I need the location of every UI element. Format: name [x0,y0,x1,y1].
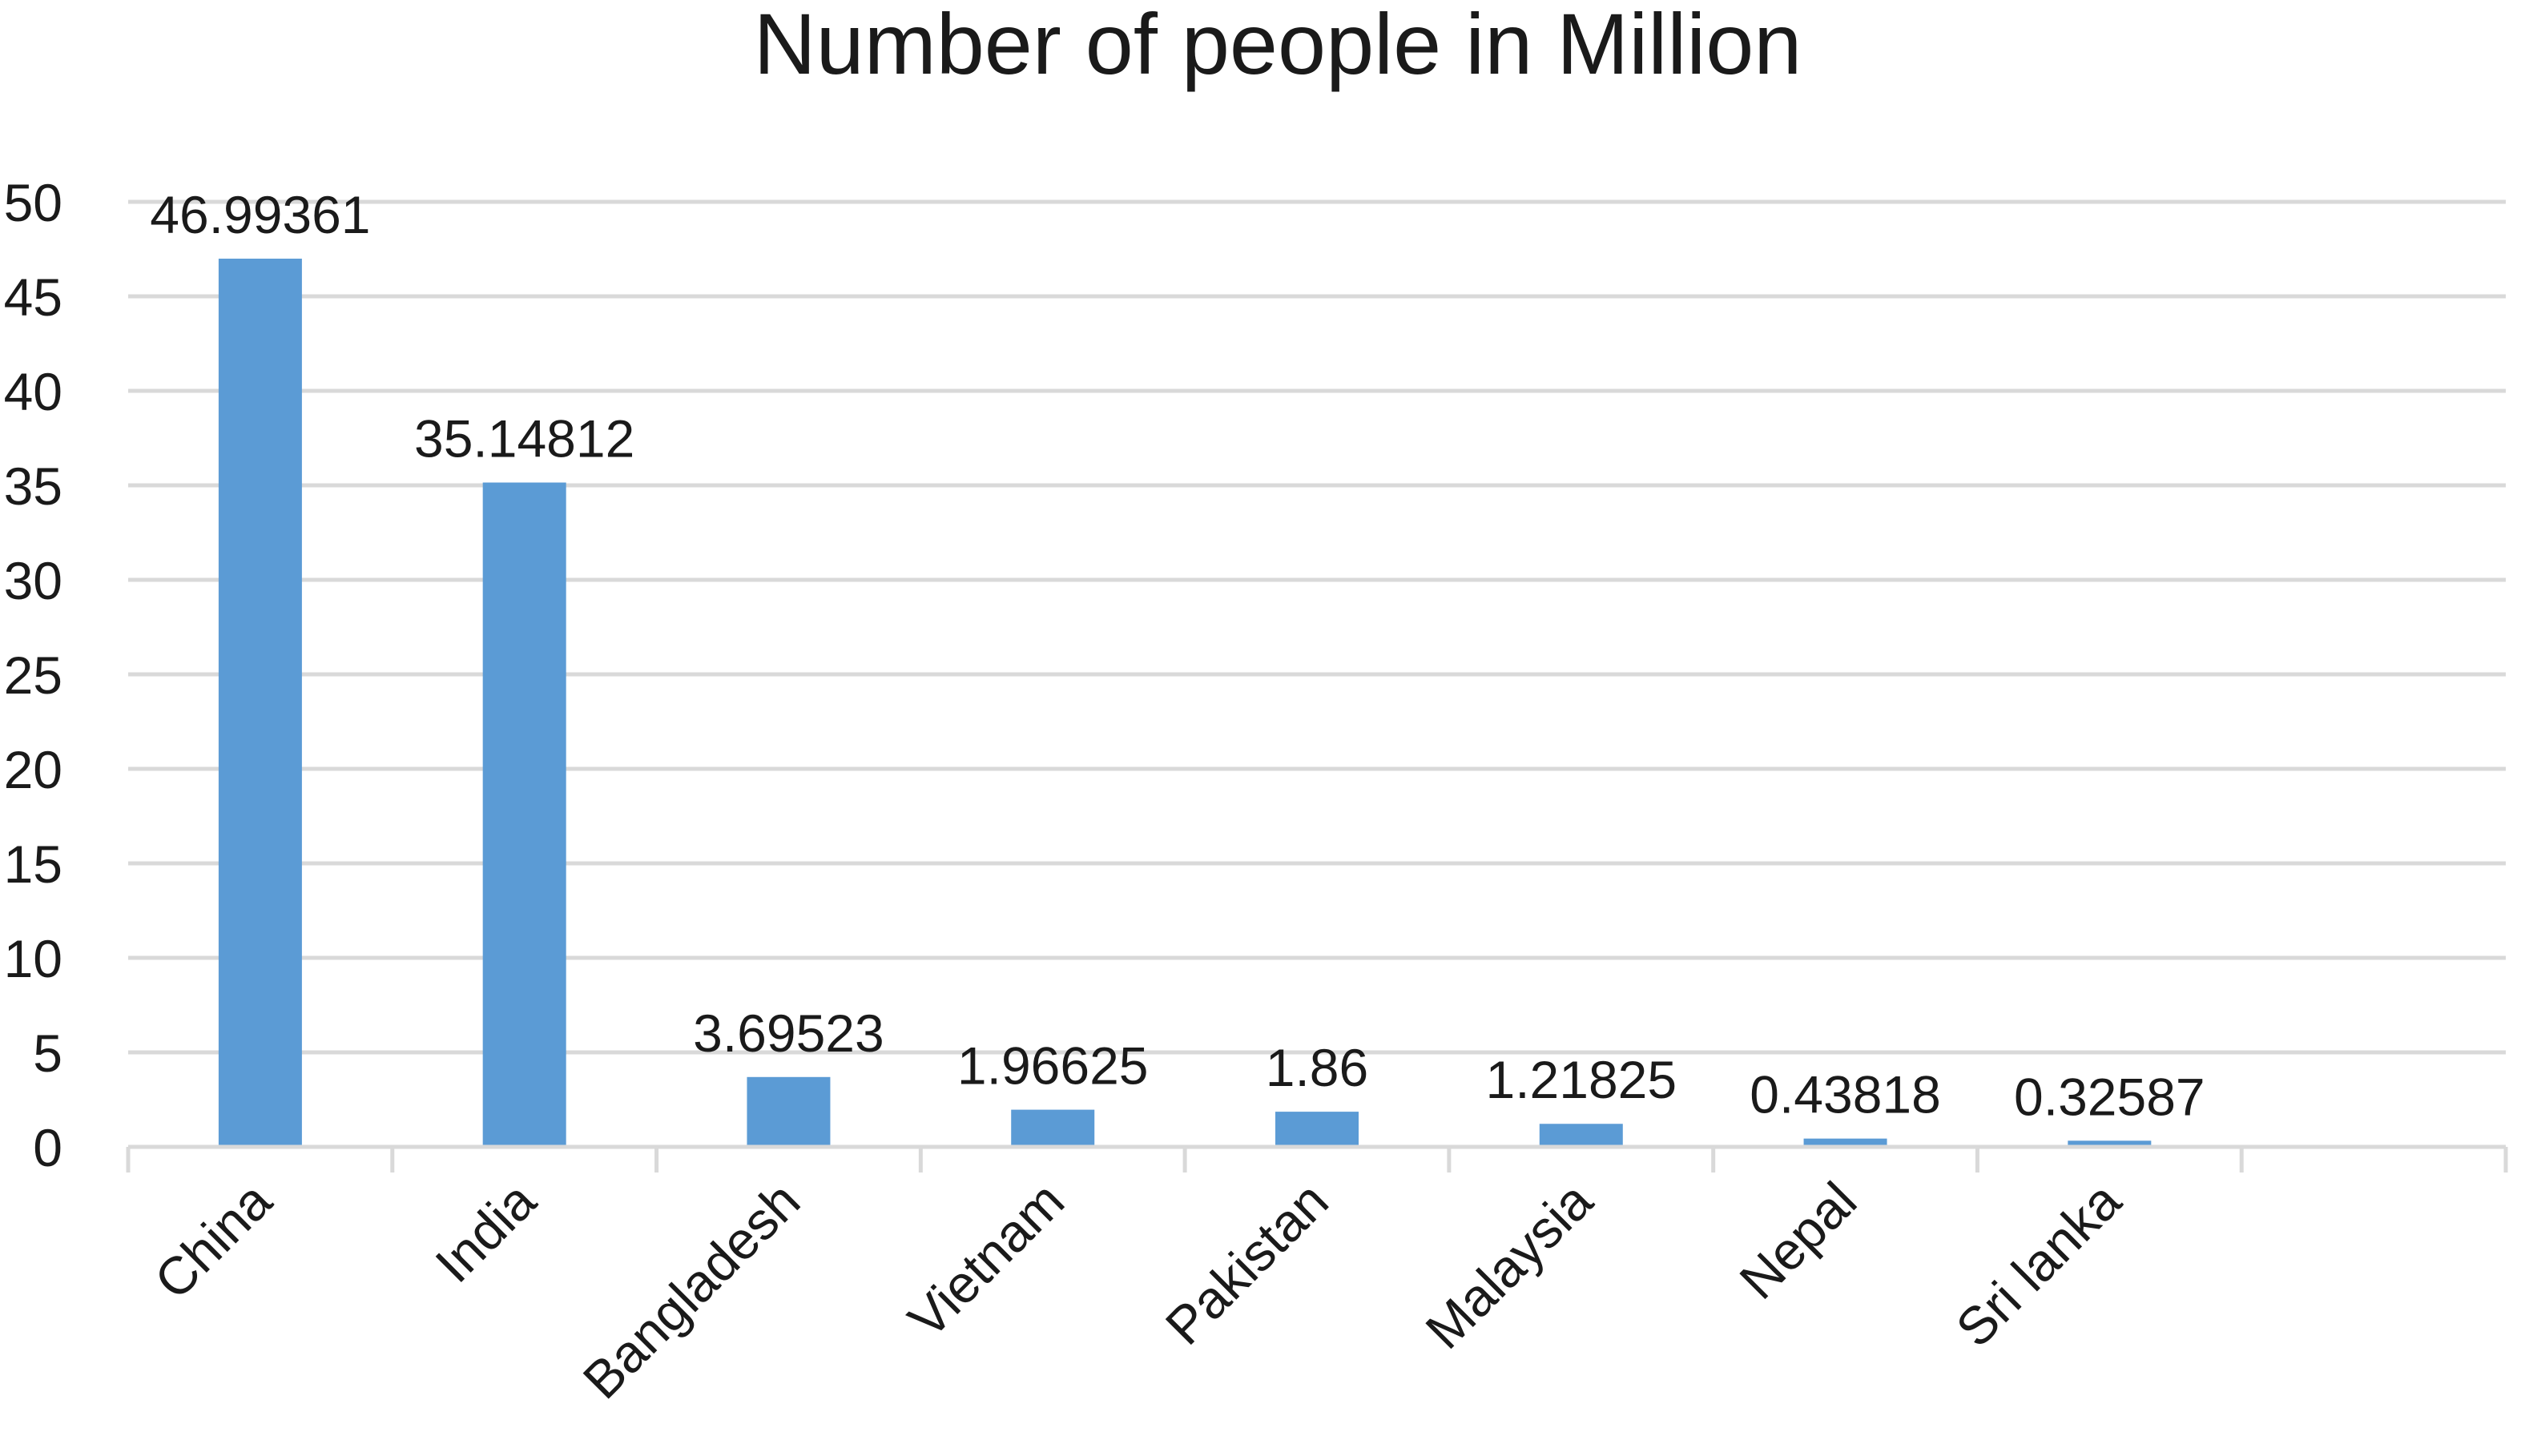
y-tick-label: 35 [4,457,62,516]
bar [747,1076,831,1147]
bar [2068,1140,2152,1147]
category-label: Sri lanka [1944,1170,2132,1357]
bars [218,258,2152,1147]
bar [1275,1112,1359,1147]
bar [482,482,566,1147]
x-axis-category-labels: China India Bangladesh Vietnam Pakistan Malay… [143,1170,2132,1410]
category-label: Pakistan [1154,1171,1339,1356]
y-axis-tick-labels: 0 5 10 15 20 25 30 35 40 45 50 [4,173,62,1177]
category-label: India [424,1170,547,1293]
y-tick-label: 5 [33,1024,62,1083]
y-tick-label: 30 [4,551,62,610]
category-label: China [143,1170,283,1309]
y-tick-label: 15 [4,835,62,894]
y-tick-label: 25 [4,646,62,705]
y-tick-label: 40 [4,362,62,421]
bar [218,258,302,1147]
category-label: Vietnam [896,1171,1075,1349]
data-label: 0.43818 [1750,1065,1941,1124]
category-label: Nepal [1728,1171,1867,1310]
y-tick-label: 20 [4,740,62,799]
y-tick-label: 45 [4,267,62,327]
data-label: 46.99361 [150,185,370,244]
data-label: 1.21825 [1485,1050,1677,1109]
category-label: Malaysia [1414,1170,1604,1360]
bar [1011,1109,1095,1147]
bar [1803,1138,1887,1147]
y-tick-label: 0 [33,1118,62,1177]
data-label: 0.32587 [2014,1067,2205,1126]
data-label: 1.96625 [957,1036,1149,1096]
chart-title: Number of people in Million [754,0,1802,92]
category-label: Bangladesh [571,1171,811,1410]
data-label: 1.86 [1266,1038,1368,1097]
x-axis [126,1144,2508,1172]
data-label: 3.69523 [693,1004,884,1063]
bar [1539,1124,1623,1147]
data-label: 35.14812 [414,409,634,469]
y-tick-label: 50 [4,173,62,232]
y-tick-label: 10 [4,929,62,988]
data-labels: 46.99361 35.14812 3.69523 1.96625 1.86 1.2182… [150,185,2205,1126]
